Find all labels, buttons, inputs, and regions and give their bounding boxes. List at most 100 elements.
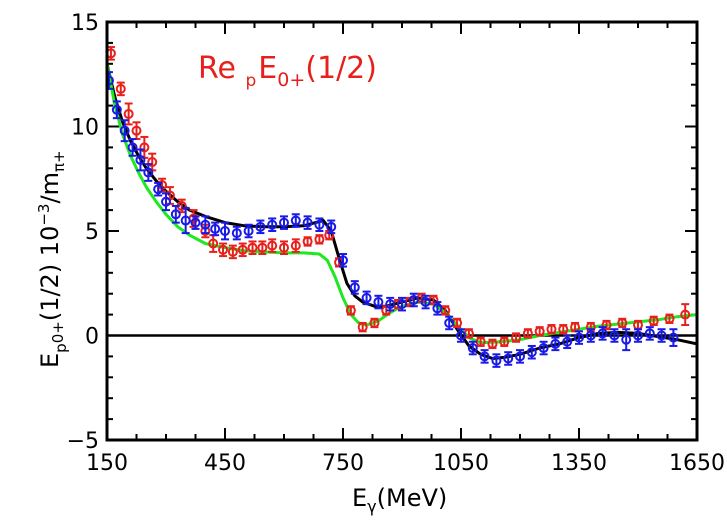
data-point (279, 217, 289, 228)
data-point (345, 305, 356, 316)
x-label-base: E (352, 484, 367, 512)
data-point (349, 282, 360, 293)
data-point (491, 355, 502, 366)
data-point (467, 343, 478, 354)
data-point (180, 215, 191, 226)
data-point (373, 297, 384, 308)
data-point (247, 242, 258, 253)
y-tick-label: 15 (71, 11, 99, 36)
data-point (499, 336, 510, 347)
data-point (609, 330, 620, 341)
data-point (131, 125, 142, 136)
data-point (511, 332, 522, 343)
data-point (617, 317, 628, 328)
annotation-suffix: (1/2) (305, 51, 377, 86)
y-label-sub-0plus: 0+ (49, 321, 67, 343)
data-point (408, 294, 419, 305)
data-point (161, 196, 171, 207)
data-point (267, 219, 278, 230)
annotation-prefix: Re (198, 51, 246, 86)
data-point (107, 48, 116, 59)
data-point (255, 221, 266, 232)
y-tick-label: −5 (67, 429, 99, 454)
data-point (526, 347, 537, 358)
data-point (668, 332, 679, 343)
data-point (456, 330, 466, 341)
data-point (208, 238, 219, 249)
y-label-base: E (36, 353, 64, 368)
x-tick-label: 450 (204, 451, 246, 476)
series-line-0 (107, 63, 697, 360)
data-point (534, 326, 545, 337)
data-point (597, 328, 608, 339)
y-label-sub-p: p (52, 343, 70, 353)
data-point (487, 338, 498, 349)
data-point (515, 351, 525, 362)
data-point (444, 317, 455, 328)
annotation-sub-p: p (246, 71, 257, 91)
tick-labels: 150 450 750 1050 1350 1650 −5 0 5 10 15 (67, 11, 725, 476)
data-point (267, 240, 278, 251)
data-point (257, 242, 268, 253)
data-point (648, 315, 659, 326)
data-point (385, 299, 396, 310)
data-point (243, 226, 254, 236)
data-point (314, 234, 325, 245)
data-point (558, 324, 569, 335)
data-point (338, 255, 348, 266)
axis-ticks (106, 21, 698, 441)
data-point (664, 313, 675, 324)
data-point (302, 217, 313, 228)
data-point (503, 353, 514, 364)
data-point (139, 142, 150, 153)
y-tick-label: 0 (85, 325, 99, 350)
data-point (290, 215, 301, 226)
data-point (397, 299, 407, 310)
data-point (562, 336, 573, 347)
data-point (361, 292, 372, 303)
annotation-base: E (258, 51, 277, 86)
data-point (574, 332, 584, 343)
x-label-rest: (MeV) (377, 484, 448, 512)
data-point (601, 320, 612, 331)
y-tick-label: 10 (71, 116, 99, 141)
data-point (210, 223, 221, 234)
data-point (621, 334, 632, 345)
data-point (314, 219, 325, 230)
annotation-sub-0plus: 0+ (277, 69, 305, 91)
series-layer (107, 46, 697, 368)
data-point (680, 309, 691, 320)
data-point (420, 297, 431, 308)
data-point (656, 330, 667, 341)
chart-annotation: Re pE0+(1/2) (198, 51, 377, 91)
data-point (522, 328, 533, 339)
data-point (546, 324, 557, 335)
data-point (123, 108, 134, 119)
data-point (290, 240, 301, 251)
data-point (153, 184, 164, 195)
data-point (550, 338, 561, 349)
data-point (538, 343, 549, 354)
y-label-exp: −3 (35, 204, 53, 226)
data-point (115, 83, 126, 94)
data-point (127, 142, 138, 153)
data-point (220, 226, 230, 236)
data-point (200, 219, 211, 230)
x-tick-label: 1050 (433, 451, 489, 476)
data-point (231, 228, 242, 239)
data-point (357, 322, 368, 333)
data-point (237, 244, 248, 255)
data-point (633, 330, 643, 341)
data-point (119, 125, 130, 136)
data-point (479, 351, 490, 362)
data-point (432, 303, 443, 314)
data-point (143, 167, 154, 178)
data-point (644, 328, 655, 339)
data-point (135, 154, 146, 165)
data-point (190, 217, 201, 228)
data-point (170, 209, 181, 220)
y-axis-label: Ep0+(1/2) 10−3/mπ+ (35, 150, 70, 368)
y-label-mid: (1/2) 10 (36, 226, 64, 322)
x-tick-label: 1350 (551, 451, 607, 476)
